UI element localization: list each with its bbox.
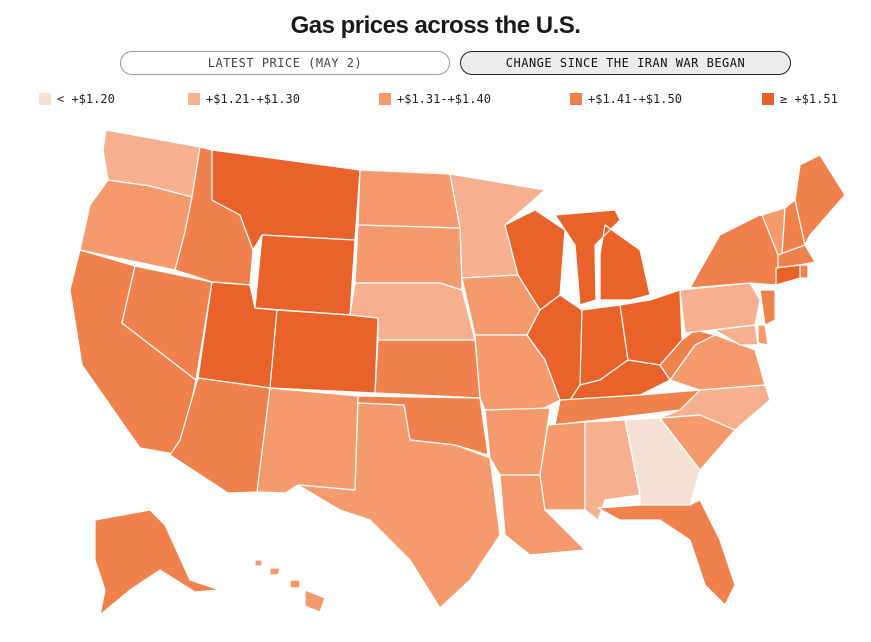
state-hi-maui[interactable] — [289, 579, 301, 589]
state-wv[interactable] — [659, 329, 716, 381]
state-md[interactable] — [714, 324, 759, 346]
legend-item-1-31-1-40: +$1.31-+$1.40 — [379, 92, 491, 106]
legend-swatch — [188, 93, 200, 105]
legend-label: +$1.21-+$1.30 — [206, 92, 300, 106]
legend-item-1-21-1-30: +$1.21-+$1.30 — [188, 92, 300, 106]
legend-item-1-41-1-50: +$1.41-+$1.50 — [570, 92, 682, 106]
legend-label: +$1.31-+$1.40 — [397, 92, 491, 106]
state-hi-kauai[interactable] — [254, 559, 263, 567]
state-fl[interactable] — [597, 499, 736, 606]
state-ak[interactable] — [94, 509, 221, 616]
state-nd[interactable] — [357, 169, 461, 229]
legend-swatch — [39, 93, 51, 105]
state-me[interactable] — [794, 154, 846, 246]
state-nm[interactable] — [256, 387, 359, 494]
state-ar[interactable] — [484, 407, 551, 476]
legend-swatch — [762, 93, 774, 105]
state-hi-oahu[interactable] — [269, 567, 281, 576]
legend-item-ge-1-51: ≥ +$1.51 — [762, 92, 838, 106]
legend-label: ≥ +$1.51 — [780, 92, 838, 106]
state-nj[interactable] — [759, 289, 776, 326]
change-since-war-toggle[interactable]: CHANGE SINCE THE IRAN WAR BEGAN — [460, 51, 791, 75]
state-hi-main[interactable] — [304, 589, 326, 613]
state-nv[interactable] — [121, 265, 213, 381]
state-ma[interactable] — [777, 244, 816, 269]
state-mi[interactable] — [554, 209, 651, 306]
state-ks[interactable] — [374, 339, 481, 399]
page-title: Gas prices across the U.S. — [290, 12, 581, 39]
state-ms[interactable] — [539, 421, 586, 511]
legend-swatch — [379, 93, 391, 105]
legend-label: < +$1.20 — [57, 92, 115, 106]
state-sd[interactable] — [354, 224, 463, 291]
legend-swatch — [570, 93, 582, 105]
legend-label: +$1.41-+$1.50 — [588, 92, 682, 106]
legend-item-lt-1-20: < +$1.20 — [39, 92, 115, 106]
state-tx[interactable] — [297, 402, 501, 609]
state-wy[interactable] — [254, 234, 356, 316]
state-ri[interactable] — [799, 264, 809, 279]
state-co[interactable] — [269, 309, 379, 394]
us-gas-price-map — [69, 129, 846, 616]
state-de[interactable] — [757, 324, 769, 346]
state-ct[interactable] — [775, 264, 801, 286]
latest-price-toggle[interactable]: LATEST PRICE (MAY 2) — [120, 51, 450, 75]
